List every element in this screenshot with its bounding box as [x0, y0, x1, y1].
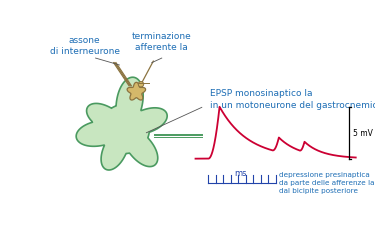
Circle shape	[138, 82, 144, 87]
Text: assone
di interneurone: assone di interneurone	[50, 36, 120, 56]
Polygon shape	[127, 82, 146, 100]
Text: EPSP monosinaptico Ia
in un motoneurone del gastrocnemio: EPSP monosinaptico Ia in un motoneurone …	[210, 89, 375, 110]
Polygon shape	[76, 77, 167, 170]
Text: 5 mV ]: 5 mV ]	[352, 128, 375, 137]
Text: terminazione
afferente Ia: terminazione afferente Ia	[132, 32, 192, 52]
Text: ms: ms	[234, 169, 247, 178]
Text: depressione presinaptica
da parte delle afferenze Ia
dal bicipite posteriore: depressione presinaptica da parte delle …	[279, 172, 374, 194]
